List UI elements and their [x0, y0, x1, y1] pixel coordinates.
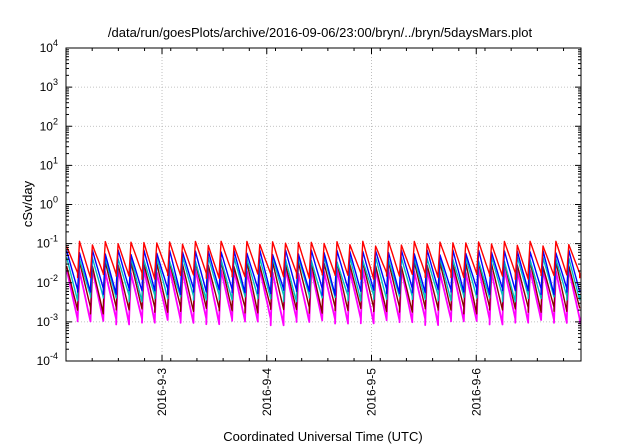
x-tick-label: 2016-9-5 [365, 368, 379, 416]
series-line [65, 240, 581, 280]
y-tick-label: 100 [40, 195, 58, 212]
grid [66, 48, 581, 361]
x-axis-label: Coordinated Universal Time (UTC) [223, 429, 422, 444]
y-tick-label: 103 [40, 77, 58, 94]
series-line [65, 249, 581, 296]
plot-frame [65, 47, 582, 362]
chart-title: /data/run/goesPlots/archive/2016-09-06/2… [108, 25, 533, 40]
y-axis-label: cSv/day [20, 180, 35, 227]
y-tick-label: 101 [40, 155, 58, 172]
y-tick-label: 10-3 [37, 312, 58, 329]
y-tick-label: 102 [40, 116, 58, 133]
x-tick-label: 2016-9-4 [260, 368, 274, 416]
y-tick-label: 10-4 [37, 351, 58, 368]
y-ticks: 104 103 102 101 100 10-1 10-2 10-3 10-4 [37, 38, 581, 368]
x-tick-label: 2016-9-6 [469, 368, 483, 416]
series-line [65, 256, 581, 303]
x-ticks: 2016-9-3 2016-9-4 2016-9-5 2016-9-6 [65, 48, 565, 416]
y-tick-label: 10-1 [37, 234, 58, 251]
y-tick-label: 104 [40, 38, 58, 55]
y-tick-label: 10-2 [37, 273, 58, 290]
x-tick-label: 2016-9-3 [155, 368, 169, 416]
series-group [65, 240, 581, 327]
